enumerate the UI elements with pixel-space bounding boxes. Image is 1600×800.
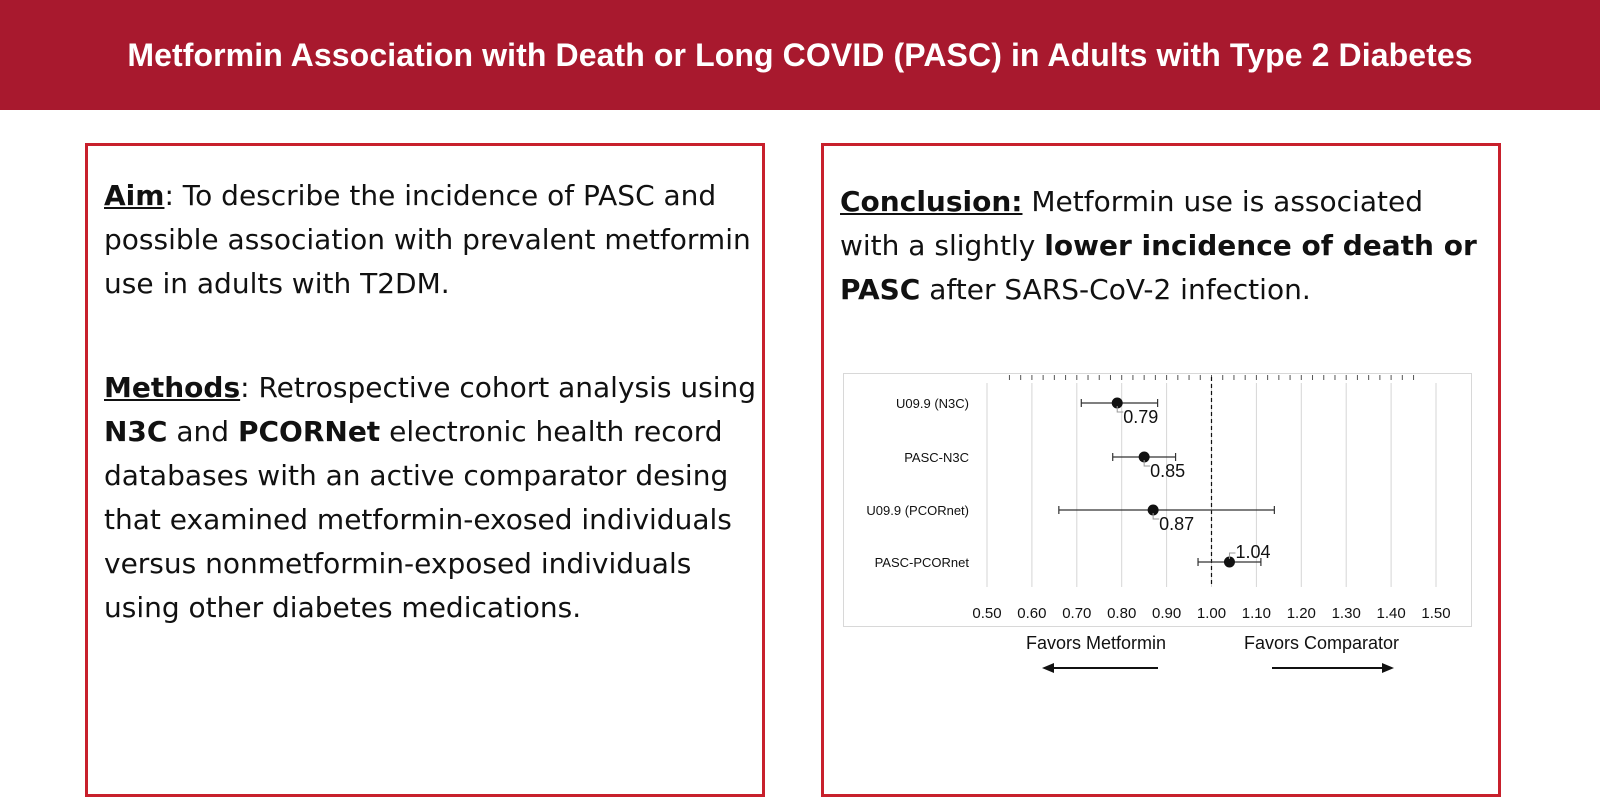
methods-text-2: and xyxy=(167,415,238,448)
row-label: U09.9 (N3C) xyxy=(896,396,969,411)
title-banner: Metformin Association with Death or Long… xyxy=(0,0,1600,110)
forest-plot-frame xyxy=(843,373,1472,627)
value-label: 1.04 xyxy=(1235,542,1270,562)
label-leader xyxy=(1116,406,1124,413)
label-leader xyxy=(1143,460,1151,467)
row-label: PASC-N3C xyxy=(904,450,969,465)
right-panel: Conclusion: Metformin use is associated … xyxy=(821,143,1501,797)
favors-comparator-label: Favors Comparator xyxy=(1244,633,1400,653)
methods-section: Methods: Retrospective cohort analysis u… xyxy=(104,366,759,630)
aim-text: : To describe the incidence of PASC and … xyxy=(104,179,751,300)
aim-section: Aim: To describe the incidence of PASC a… xyxy=(104,174,754,306)
x-tick-label: 0.60 xyxy=(1017,605,1046,622)
favors-metformin-label: Favors Metformin xyxy=(1026,633,1167,653)
label-leader xyxy=(1152,513,1160,520)
methods-n3c: N3C xyxy=(104,415,168,448)
conclusion-section: Conclusion: Metformin use is associated … xyxy=(840,180,1490,312)
point-estimate xyxy=(1147,504,1159,516)
conclusion-bold: lower incidence of death or PASC xyxy=(840,229,1477,306)
point-estimate xyxy=(1223,556,1235,568)
x-tick-label: 0.90 xyxy=(1152,605,1181,622)
row-label: U09.9 (PCORnet) xyxy=(866,503,969,518)
methods-pcornet: PCORNet xyxy=(237,415,381,448)
x-tick-label: 0.50 xyxy=(972,605,1001,622)
aim-label: Aim xyxy=(104,179,165,212)
x-tick-label: 0.70 xyxy=(1062,605,1091,622)
x-tick-label: 1.20 xyxy=(1287,605,1316,622)
value-label: 0.79 xyxy=(1123,407,1158,427)
methods-text-3: electronic health record databases with … xyxy=(104,415,732,624)
x-tick-label: 1.30 xyxy=(1332,605,1361,622)
x-tick-label: 1.40 xyxy=(1376,605,1405,622)
conclusion-label: Conclusion: xyxy=(840,185,1023,218)
point-estimate xyxy=(1138,451,1150,463)
x-tick-label: 1.00 xyxy=(1197,605,1226,622)
page-title: Metformin Association with Death or Long… xyxy=(127,36,1473,73)
forest-plot: 0.50 0.60 0.70 0.80 0.90 1.00 1.10 1.20 1.30 1.40… xyxy=(866,375,1451,622)
x-tick-label: 0.80 xyxy=(1107,605,1136,622)
label-leader xyxy=(1228,552,1236,559)
row-label: PASC-PCORnet xyxy=(875,555,970,570)
conclusion-text-2: after SARS-CoV-2 infection. xyxy=(920,273,1311,306)
x-tick-label: 1.10 xyxy=(1242,605,1271,622)
x-tick-label: 1.50 xyxy=(1421,605,1450,622)
left-arrow-icon xyxy=(1042,663,1158,673)
right-arrow-icon xyxy=(1272,663,1394,673)
methods-text-1: : Retrospective cohort analysis using xyxy=(240,371,757,404)
left-panel: Aim: To describe the incidence of PASC a… xyxy=(85,143,765,797)
point-estimate xyxy=(1111,397,1123,409)
methods-label: Methods xyxy=(104,371,241,404)
value-label: 0.85 xyxy=(1150,461,1185,481)
value-label: 0.87 xyxy=(1159,514,1194,534)
conclusion-text-1: Metformin use is associated with a sligh… xyxy=(840,185,1423,262)
